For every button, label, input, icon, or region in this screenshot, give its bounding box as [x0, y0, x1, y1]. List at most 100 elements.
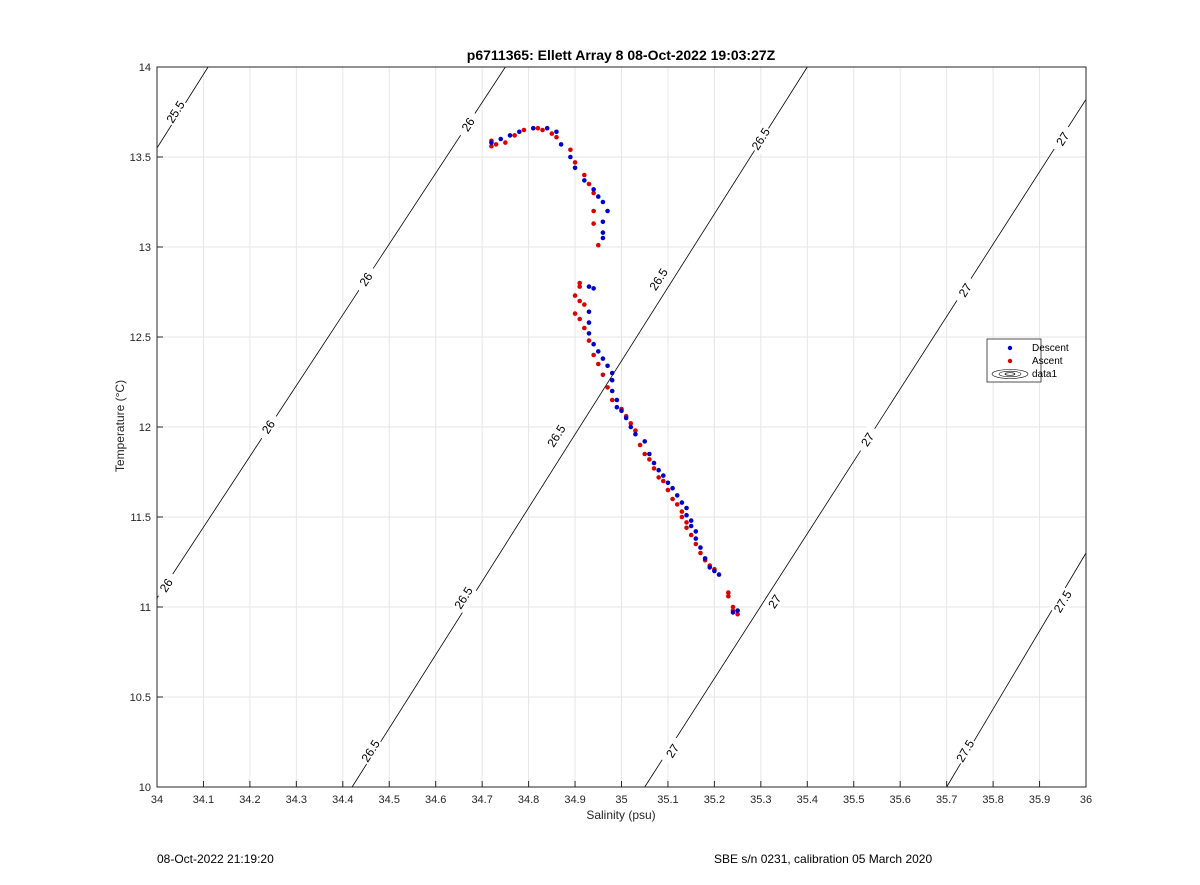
data-point-ascent	[549, 131, 555, 136]
data-point-descent	[544, 125, 550, 131]
y-tick-label: 12.5	[130, 332, 151, 344]
data-point-descent	[572, 165, 578, 171]
contour-label-background	[1049, 586, 1077, 617]
data-point-ascent	[521, 127, 527, 133]
x-axis-label: Salinity (psu)	[586, 808, 655, 822]
contour-label-background	[161, 96, 190, 128]
y-axis: 10 10.5 11 11.5 12 12.5 13 13.5 14	[130, 62, 163, 794]
data-point-descent	[735, 608, 740, 613]
x-tick-label: 35.1	[657, 794, 678, 806]
y-tick-label: 11.5	[130, 512, 151, 524]
data-point-descent	[661, 473, 666, 478]
x-tick-label: 34	[151, 794, 163, 806]
data-point-ascent	[661, 478, 666, 484]
contour-label-background	[951, 274, 979, 306]
data-point-descent	[614, 397, 620, 403]
data-point-ascent	[642, 451, 648, 457]
contour-label-background	[951, 735, 979, 767]
x-tick-label: 34.5	[379, 794, 400, 806]
legend-label-descent: Descent	[1032, 343, 1069, 354]
contour-label-background	[658, 735, 687, 767]
legend-contour-icon	[991, 369, 1029, 379]
data-point-descent	[591, 286, 596, 291]
contour-label-background	[542, 420, 571, 452]
contour-label-background	[853, 424, 882, 455]
y-tick-label: 13.5	[130, 152, 151, 164]
data-point-ascent	[679, 514, 685, 520]
x-tick-label: 34.9	[564, 794, 585, 806]
legend-marker-descent	[1007, 345, 1013, 351]
data-point-descent	[586, 284, 592, 289]
y-axis-label: Temperature (°C)	[113, 380, 127, 472]
data-point-ascent	[591, 221, 596, 226]
legend-label-ascent: Ascent	[1032, 356, 1063, 367]
data-point-ascent	[628, 421, 634, 426]
data-point-descent	[730, 610, 736, 615]
contour-label-background	[352, 264, 380, 295]
data-point-descent	[507, 133, 513, 138]
data-point-ascent	[493, 142, 499, 147]
data-point-descent	[586, 309, 592, 315]
data-point-ascent	[679, 509, 685, 514]
data-point-descent	[628, 424, 634, 430]
data-point-descent	[530, 125, 536, 131]
y-tick-label: 13	[139, 242, 151, 254]
y-tick-label: 10	[139, 782, 151, 794]
data-point-descent	[591, 341, 596, 347]
x-tick-label: 35.7	[936, 794, 957, 806]
data-point-descent	[707, 565, 713, 570]
data-point-descent	[498, 136, 504, 142]
contour-label-background	[747, 123, 775, 155]
data-point-descent	[605, 208, 610, 214]
x-tick-label: 34.6	[425, 794, 446, 806]
data-point-ascent	[647, 457, 652, 462]
density-contour-line	[156, 66, 506, 599]
legend-contour-icon-inner	[998, 370, 1022, 378]
data-point-ascent	[693, 541, 699, 547]
data-point-ascent	[577, 316, 582, 322]
legend: Descent Ascent data1	[986, 338, 1069, 383]
data-point-ascent	[540, 127, 545, 133]
data-point-descent	[517, 129, 522, 135]
data-point-ascent	[735, 611, 740, 617]
x-tick-label: 34.8	[518, 794, 539, 806]
chart-title: p6711365: Ellett Array 8 08-Oct-2022 19:…	[467, 47, 776, 63]
x-tick-label: 35.6	[889, 794, 910, 806]
data-point-descent	[684, 512, 689, 518]
data-point-ascent	[572, 160, 578, 165]
data-point-ascent	[489, 143, 494, 149]
data-point-ascent	[600, 372, 606, 378]
data-point-ascent	[577, 284, 582, 289]
data-point-ascent	[582, 302, 587, 307]
data-point-descent	[679, 500, 685, 505]
data-point-descent	[614, 404, 620, 410]
data-point-descent	[698, 545, 703, 550]
data-point-descent	[600, 230, 606, 235]
contour-label-background	[356, 735, 385, 767]
data-point-descent	[702, 556, 708, 561]
data-point-ascent	[609, 397, 615, 403]
data-point-descent	[651, 460, 657, 466]
data-point-ascent	[698, 550, 703, 556]
x-tick-label: 34.2	[239, 794, 260, 806]
data-point-ascent	[503, 140, 508, 145]
data-point-ascent	[605, 385, 610, 390]
footer-timestamp: 08-Oct-2022 21:19:20	[157, 852, 274, 866]
x-tick-label: 35	[615, 794, 627, 806]
data-point-descent	[684, 505, 689, 511]
x-tick-label: 34.4	[332, 794, 353, 806]
x-tick-label: 36	[1080, 794, 1092, 806]
y-tick-label: 12	[139, 422, 151, 434]
data-point-ascent	[586, 181, 592, 187]
data-point-ascent	[595, 361, 601, 367]
data-point-ascent	[577, 280, 582, 286]
data-point-ascent	[665, 487, 671, 493]
data-point-descent	[600, 356, 606, 361]
data-point-ascent	[684, 525, 689, 531]
data-point-descent	[623, 415, 629, 421]
data-point-ascent	[637, 442, 643, 448]
legend-label-data1: data1	[1032, 369, 1057, 380]
contour-label-background	[644, 264, 673, 295]
data-point-ascent	[595, 242, 601, 248]
